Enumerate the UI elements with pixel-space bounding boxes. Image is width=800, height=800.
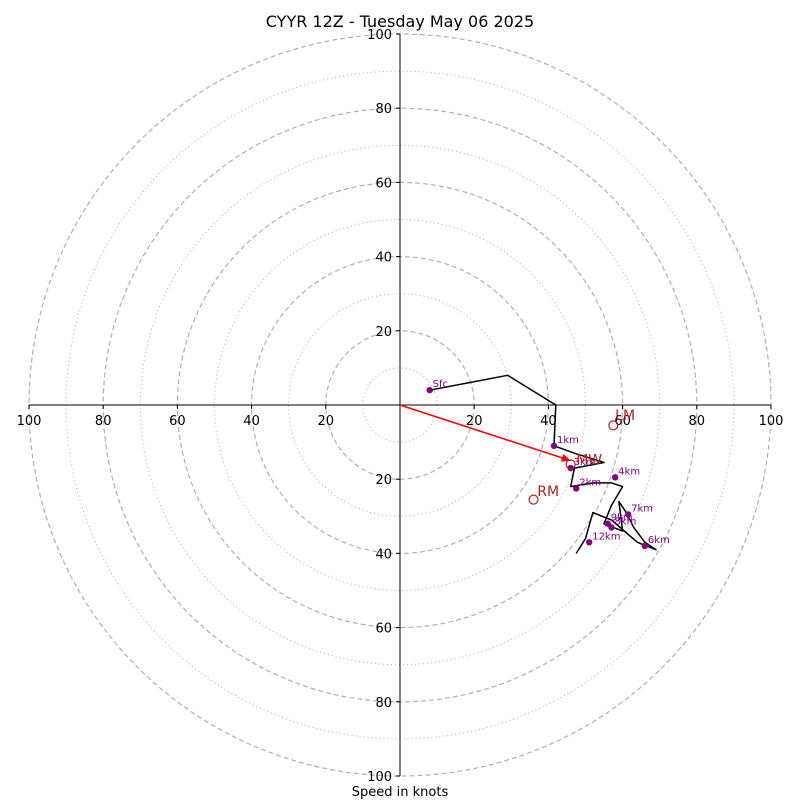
shear-vector-group	[399, 404, 571, 462]
height-point-label: 6km	[648, 535, 670, 546]
tick-label-down: 80	[375, 696, 392, 711]
tick-label-down: 100	[367, 770, 392, 785]
tick-label-down: 60	[375, 622, 392, 637]
height-point	[608, 524, 615, 531]
height-point-label: 9km	[611, 513, 633, 524]
height-point-label: 1km	[557, 435, 579, 446]
tick-label-left: 80	[95, 414, 112, 429]
storm-motion-marker	[528, 494, 539, 505]
tick-label-down: 20	[375, 473, 392, 488]
height-point	[550, 442, 558, 450]
height-point	[641, 542, 649, 550]
height-point	[573, 485, 580, 492]
tick-label-up: 80	[375, 102, 392, 117]
tick-label-up: 20	[375, 325, 392, 340]
height-point	[624, 511, 632, 518]
tick-label-down: 40	[375, 547, 392, 562]
tick-label-left: 100	[17, 414, 42, 429]
tick-label-up: 40	[375, 251, 392, 266]
storm-motion-marker	[565, 459, 576, 470]
height-point	[586, 539, 593, 546]
tick-label-right: 80	[689, 414, 706, 429]
tick-label-up: 100	[367, 28, 392, 43]
shear-vector-arrowhead	[560, 454, 571, 462]
height-point-label: Sfc	[433, 379, 448, 390]
x-axis-label: Speed in knots	[352, 785, 449, 800]
height-point-label: 12km	[592, 531, 620, 542]
height-point-label: 4km	[618, 466, 640, 477]
axes: 20 20 20 20 40 40 40 40 60 60 60 60 80 80 80 80 100 100 10…	[17, 28, 784, 785]
tick-label-right: 40	[540, 414, 557, 429]
hodograph-trace-group	[429, 374, 657, 554]
storm-motion-marker	[608, 420, 619, 431]
storm-motion-label: RM	[537, 484, 559, 500]
height-point	[611, 474, 619, 481]
tick-label-left: 40	[243, 414, 260, 429]
height-point-label: 7km	[631, 503, 653, 514]
height-point-label: 8km	[614, 516, 636, 527]
tick-label-right: 100	[759, 414, 784, 429]
chart-title: CYYR 12Z - Tuesday May 06 2025	[266, 12, 534, 31]
height-point	[567, 464, 574, 472]
storm-motion-label: MW	[576, 452, 602, 468]
height-point-label: 3km	[574, 457, 596, 468]
tick-label-up: 60	[375, 176, 392, 191]
height-point	[426, 386, 433, 394]
hodograph-trace	[429, 374, 657, 554]
tick-label-left: 20	[318, 414, 335, 429]
height-point-label: 2km	[579, 477, 601, 488]
tick-label-right: 60	[614, 414, 631, 429]
storm-motion-label: LM	[615, 408, 635, 424]
tick-label-right: 20	[466, 414, 483, 429]
shear-vector-line	[399, 404, 571, 462]
tick-label-left: 60	[169, 414, 186, 429]
storm-motion-markers: LM MW RM	[528, 408, 635, 505]
